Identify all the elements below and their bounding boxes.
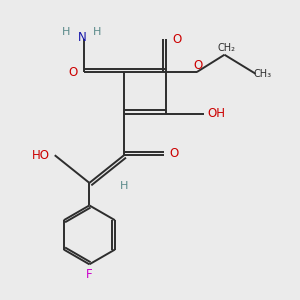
Text: H: H	[62, 26, 70, 37]
Text: O: O	[172, 33, 181, 46]
Text: O: O	[169, 147, 179, 160]
Text: HO: HO	[32, 149, 50, 162]
Text: O: O	[68, 66, 78, 79]
Text: H: H	[120, 182, 128, 191]
Text: CH₂: CH₂	[217, 43, 235, 53]
Text: H: H	[93, 26, 101, 37]
Text: F: F	[86, 268, 93, 281]
Text: N: N	[78, 31, 87, 44]
Text: CH₃: CH₃	[254, 69, 272, 79]
Text: O: O	[194, 58, 203, 72]
Text: OH: OH	[208, 107, 226, 120]
